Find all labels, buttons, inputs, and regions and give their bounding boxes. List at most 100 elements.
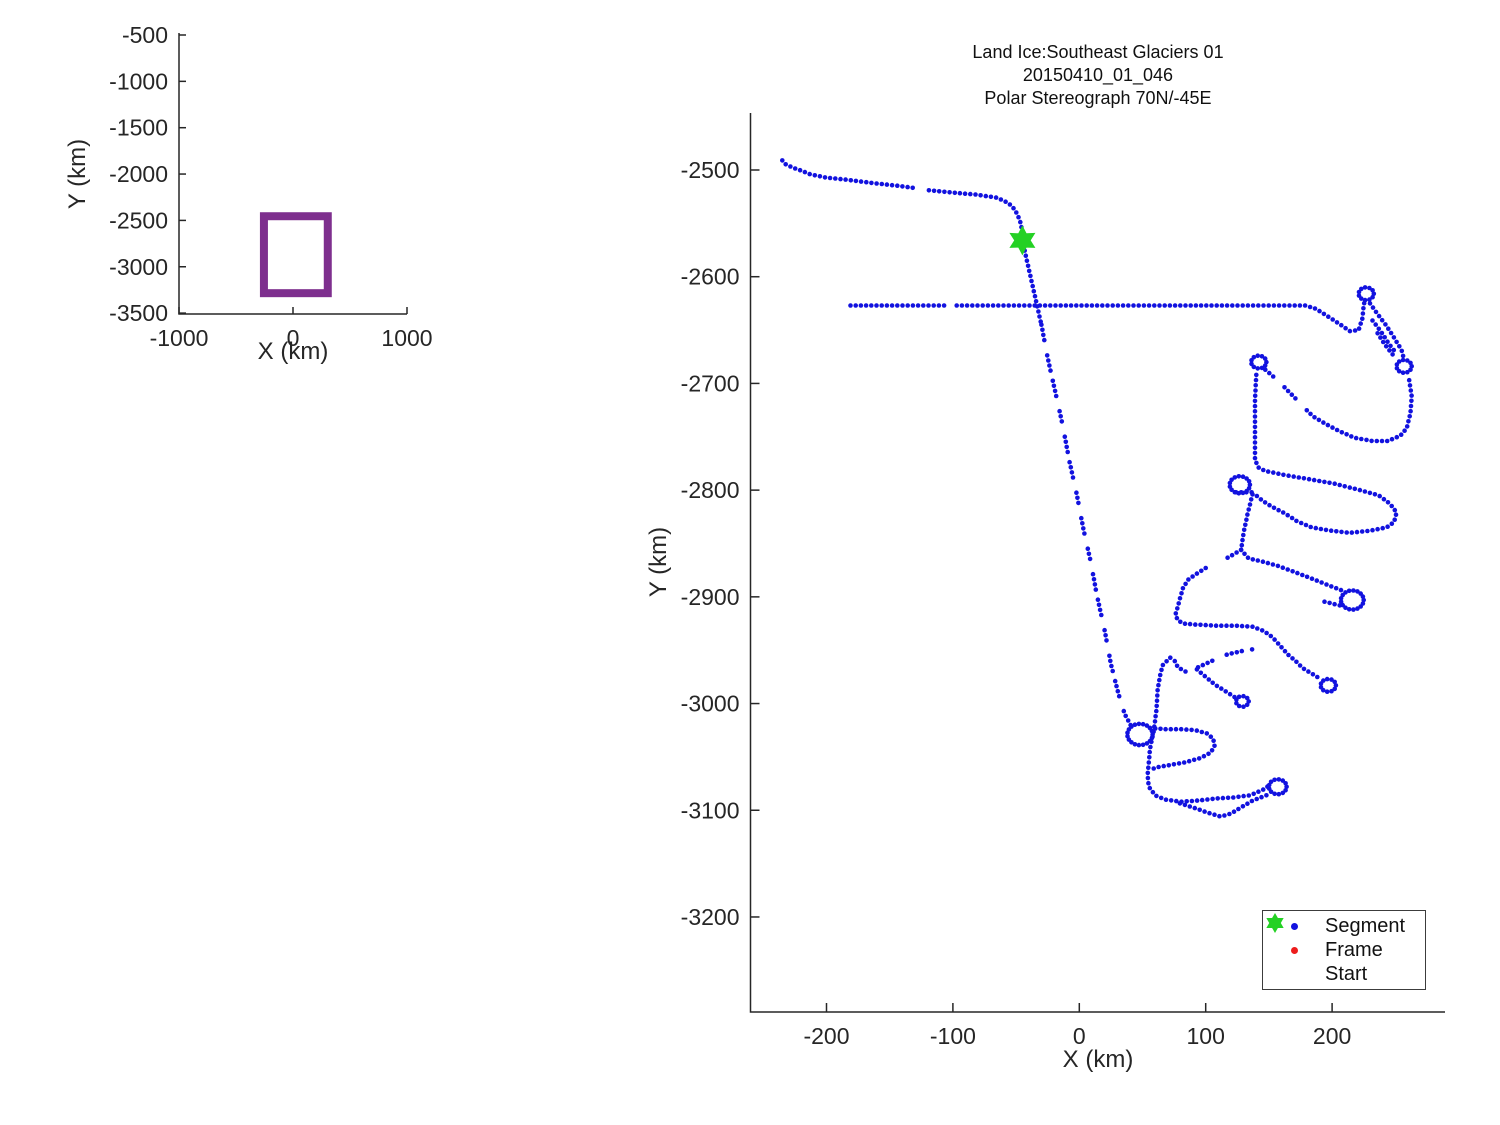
track-dot: [1398, 432, 1404, 438]
track-dot: [1018, 219, 1023, 225]
track-dot: [1252, 414, 1258, 419]
track-dot: [1027, 303, 1032, 308]
track-dot: [1074, 490, 1079, 496]
track-dot: [1107, 653, 1112, 659]
track-dot: [1131, 303, 1136, 308]
track-dot: [1322, 599, 1327, 604]
track-dot: [1208, 734, 1214, 739]
track-dot: [1312, 306, 1318, 311]
track-dot: [1266, 303, 1271, 308]
track-dot: [1068, 303, 1074, 308]
track-dot: [843, 177, 848, 182]
track-dot: [1321, 420, 1326, 425]
track-dot: [1151, 766, 1156, 771]
track-dot: [1125, 734, 1130, 739]
track-dot: [1255, 353, 1260, 359]
track-dot: [1240, 804, 1246, 809]
track-dot: [1297, 303, 1303, 308]
track-dot: [1373, 309, 1379, 315]
track-dot: [1070, 475, 1076, 480]
track-dot: [1377, 493, 1382, 499]
track-dot: [1217, 813, 1222, 819]
track-dot: [1082, 531, 1087, 536]
track-dot: [1356, 326, 1362, 331]
start-marker: [1009, 225, 1036, 256]
track-dot: [1404, 424, 1410, 429]
track-dot: [1408, 360, 1413, 366]
track-dot: [1240, 537, 1245, 543]
track-dot: [1394, 434, 1400, 440]
track-dot: [780, 158, 785, 163]
main-y-axis-label: Y (km): [645, 526, 672, 598]
legend-marker-cell: [1263, 946, 1325, 954]
legend-label-segment: Segment: [1325, 914, 1406, 937]
track-dot: [1063, 439, 1069, 445]
legend-marker-cell: [1263, 922, 1325, 930]
track-dot: [1120, 303, 1126, 308]
track-dot: [1203, 565, 1208, 571]
track-dot: [1246, 507, 1251, 512]
track-dot: [1294, 659, 1299, 665]
track-dot: [1132, 742, 1138, 747]
track-dot: [1339, 322, 1344, 328]
track-dot: [973, 192, 978, 197]
track-dot: [926, 188, 932, 193]
track-dot: [1259, 794, 1264, 800]
track-dot: [983, 193, 989, 199]
track-dot: [1037, 303, 1043, 308]
track-dot: [1236, 794, 1241, 800]
track-dot: [1239, 542, 1245, 548]
track-dot: [1268, 779, 1274, 785]
track-dot: [1210, 658, 1215, 664]
track-dot: [1163, 726, 1168, 732]
main-x-tick-label: 100: [1187, 1023, 1225, 1049]
track-dot: [1327, 480, 1332, 486]
track-dot: [874, 181, 879, 186]
track-dot: [1312, 415, 1317, 420]
track-dot: [1236, 491, 1242, 496]
track-dot: [1315, 674, 1320, 680]
track-dot: [1346, 607, 1352, 612]
track-dot: [1367, 490, 1373, 496]
track-dot: [1358, 321, 1363, 326]
track-dot: [858, 303, 864, 308]
track-dot: [1032, 293, 1038, 299]
track-dot: [1164, 659, 1169, 664]
track-dot: [1079, 515, 1084, 521]
track-dot: [1232, 475, 1238, 480]
track-dot: [1024, 258, 1030, 264]
track-dot: [1285, 567, 1290, 572]
track-dot: [1246, 793, 1252, 798]
track-dot: [1204, 303, 1209, 308]
track-dot: [1276, 303, 1282, 308]
track-dot: [1250, 492, 1255, 497]
track-dot: [1042, 303, 1048, 308]
track-dot: [1388, 343, 1393, 349]
track-dot: [1181, 760, 1187, 765]
track-dot: [1176, 601, 1181, 606]
track-dot: [1360, 311, 1366, 316]
track-dot: [1389, 521, 1395, 526]
track-dot: [1116, 693, 1122, 699]
main-x-tick-label: -200: [803, 1023, 849, 1049]
track-dot: [1062, 434, 1068, 440]
track-dot: [1110, 303, 1115, 308]
track-dot: [993, 195, 999, 200]
track-dot: [1408, 408, 1413, 414]
track-dot: [1174, 663, 1180, 669]
track-dot: [1182, 621, 1188, 626]
track-dot: [1058, 414, 1063, 419]
track-dot: [1306, 476, 1312, 482]
track-dot: [1252, 429, 1258, 435]
track-dot: [1234, 700, 1239, 706]
track-dot: [1357, 487, 1363, 493]
track-dot: [1172, 303, 1178, 308]
track-dot: [1178, 619, 1183, 625]
track-dot: [936, 189, 942, 194]
track-dot: [1140, 721, 1146, 727]
track-dot: [1392, 517, 1397, 522]
track-dot: [1250, 624, 1255, 629]
track-dot: [783, 162, 788, 167]
track-dot: [1254, 796, 1259, 802]
track-dot: [1384, 438, 1390, 444]
